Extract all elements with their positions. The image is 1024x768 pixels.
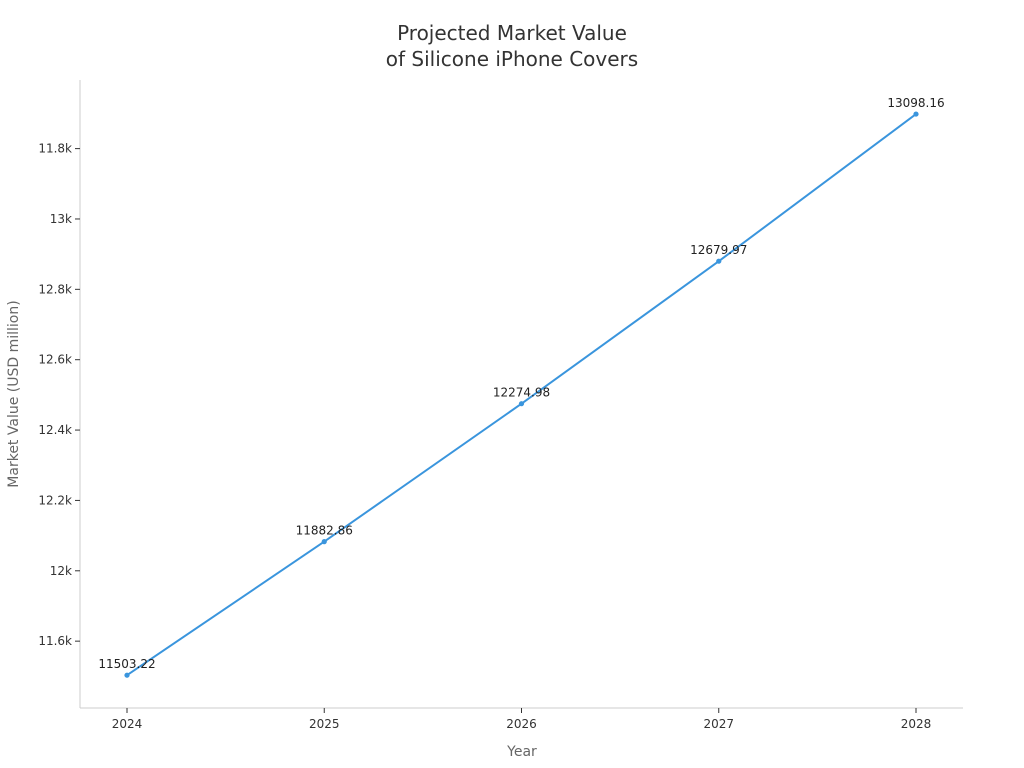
y-tick-label: 12.8k (38, 282, 72, 296)
x-tick-label: 2026 (506, 717, 537, 731)
data-label: 12274.98 (493, 386, 550, 400)
data-point (716, 258, 722, 264)
data-label: 13098.16 (887, 96, 944, 110)
data-labels: 11503.22 11882.86 12274.98 12679.97 13098.16 (98, 96, 944, 671)
x-tick-label: 2028 (901, 717, 932, 731)
x-tick-label: 2027 (703, 717, 734, 731)
data-point (518, 401, 525, 407)
y-tick-label: 12.4k (38, 423, 72, 437)
data-point (321, 539, 327, 545)
y-axis-title: Market Value (USD million) (6, 300, 22, 487)
data-point (124, 672, 130, 678)
data-point (913, 111, 919, 117)
y-tick-label: 13k (50, 212, 72, 226)
y-tick-label: 12.2k (38, 493, 72, 507)
data-label: 12679.97 (690, 243, 747, 257)
x-axis-ticks: 2024 2025 2026 2027 2028 (112, 708, 932, 731)
data-label: 11503.22 (98, 657, 155, 671)
data-label: 11882.86 (296, 524, 353, 538)
y-tick-label: 12.6k (38, 353, 72, 367)
chart-title-line-1: Projected Market Value (397, 21, 627, 45)
x-tick-label: 2024 (112, 717, 143, 731)
chart-title: Projected Market Value of Silicone iPhon… (386, 21, 638, 71)
y-tick-label: 11.8k (38, 142, 72, 156)
chart-title-line-2: of Silicone iPhone Covers (386, 47, 638, 71)
y-tick-label: 12k (50, 564, 72, 578)
y-axis-ticks: 11.6k 12k 12.2k 12.4k 12.6k 12.8k 13k 11.8k (38, 142, 80, 648)
x-axis-title: Year (506, 744, 537, 760)
y-tick-label: 11.6k (38, 634, 72, 648)
x-tick-label: 2025 (309, 717, 340, 731)
series (124, 111, 919, 678)
